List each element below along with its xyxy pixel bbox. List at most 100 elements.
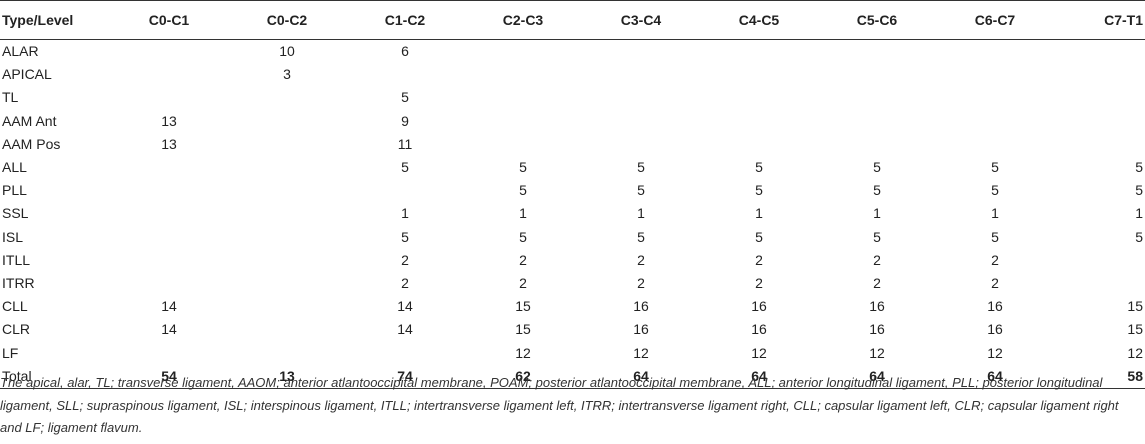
value-cell: 5 [1135, 228, 1143, 245]
value-cell [228, 202, 346, 225]
value-cell [1054, 272, 1145, 295]
ligament-table-container: Type/Level C0-C1 C0-C2 C1-C2 C2-C3 C3-C4 C4-C5… [0, 0, 1145, 390]
value-cell: 15 [515, 298, 531, 315]
value-cell: 5 [637, 182, 645, 199]
value-cell: 5 [401, 228, 409, 245]
value-cell: 2 [519, 275, 527, 292]
value-cell: 58 [1054, 364, 1145, 390]
header-level-c7-t1: C7-T1 [1054, 0, 1145, 40]
value-cell [936, 40, 1054, 64]
value-cell [1054, 63, 1145, 86]
value-cell: 1 [873, 205, 881, 222]
header-level-c1-c2: C1-C2 [346, 0, 464, 40]
value-cell [1054, 110, 1145, 133]
value-cell [228, 272, 346, 295]
value-cell: 74 [346, 364, 464, 390]
value-cell: 64 [582, 364, 700, 390]
value-cell [110, 202, 228, 225]
value-cell [346, 342, 464, 365]
value-cell: 16 [751, 298, 767, 315]
table-footnote: The apical, alar, TL; transverse ligamen… [0, 375, 1119, 435]
table-row: TL 5 [0, 86, 1145, 109]
header-level-c2-c3: C2-C3 [464, 0, 582, 40]
value-cell: 5 [401, 159, 409, 176]
value-cell: 14 [161, 321, 177, 338]
value-cell: 16 [869, 321, 885, 338]
header-level-c5-c6: C5-C6 [818, 0, 936, 40]
value-cell: 5 [755, 228, 763, 245]
value-cell [1054, 249, 1145, 272]
value-cell [1054, 133, 1145, 156]
value-cell: 11 [397, 135, 413, 152]
value-cell: 5 [637, 159, 645, 176]
table-body: ALAR 10 6 APICAL 3 TL 5 AAM Ant 13 9 AAM Pos 13 11 AL… [0, 40, 1145, 390]
value-cell [228, 179, 346, 202]
value-cell: 2 [755, 275, 763, 292]
total-row: Total 54 13 74 62 64 64 64 64 58 [0, 364, 1145, 390]
value-cell: 16 [869, 298, 885, 315]
value-cell [110, 179, 228, 202]
value-cell [818, 40, 936, 64]
value-cell [582, 133, 700, 156]
value-cell [464, 110, 582, 133]
table-row: CLL 14 14 15 16 16 16 16 15 [0, 295, 1145, 318]
value-cell: 13 [161, 112, 177, 129]
value-cell: 13 [161, 135, 177, 152]
row-label-cell: PLL [2, 182, 27, 199]
value-cell [700, 86, 818, 109]
value-cell: 1 [519, 205, 527, 222]
value-cell: 5 [519, 228, 527, 245]
value-cell [1054, 86, 1145, 109]
value-cell: 2 [755, 251, 763, 268]
value-cell [346, 179, 464, 202]
value-cell: 1 [637, 205, 645, 222]
row-label-cell: AAM Ant [2, 112, 57, 129]
value-cell: 5 [1135, 182, 1143, 199]
value-cell [1054, 40, 1145, 64]
table-row: PLL 5 5 5 5 5 5 [0, 179, 1145, 202]
table-row: LF 12 12 12 12 12 12 [0, 342, 1145, 365]
value-cell [228, 318, 346, 341]
value-cell: 14 [161, 298, 177, 315]
value-cell [228, 249, 346, 272]
value-cell [582, 110, 700, 133]
value-cell [228, 342, 346, 365]
value-cell [228, 110, 346, 133]
row-label-cell: CLL [2, 298, 28, 315]
value-cell: 12 [633, 344, 649, 361]
value-cell: 12 [1127, 344, 1143, 361]
value-cell [936, 63, 1054, 86]
value-cell: 2 [873, 251, 881, 268]
value-cell: 5 [755, 182, 763, 199]
value-cell: 12 [515, 344, 531, 361]
value-cell [582, 63, 700, 86]
value-cell [936, 110, 1054, 133]
value-cell [228, 295, 346, 318]
value-cell: 15 [1127, 298, 1143, 315]
row-label-cell: ITLL [2, 251, 31, 268]
value-cell: 5 [519, 182, 527, 199]
value-cell [228, 86, 346, 109]
header-type-level: Type/Level [0, 0, 110, 40]
value-cell: 2 [519, 251, 527, 268]
value-cell: 64 [936, 364, 1054, 390]
value-cell: 14 [397, 298, 413, 315]
value-cell: 16 [751, 321, 767, 338]
value-cell: 5 [519, 159, 527, 176]
value-cell [582, 86, 700, 109]
value-cell [464, 86, 582, 109]
value-cell [110, 86, 228, 109]
value-cell: 5 [401, 89, 409, 106]
value-cell: 12 [987, 344, 1003, 361]
value-cell: 2 [637, 275, 645, 292]
value-cell [818, 86, 936, 109]
value-cell: 64 [818, 364, 936, 390]
table-row: AAM Ant 13 9 [0, 110, 1145, 133]
row-label-cell: ALAR [2, 43, 39, 59]
value-cell [110, 156, 228, 179]
value-cell: 15 [515, 321, 531, 338]
value-cell: 16 [633, 298, 649, 315]
value-cell: 64 [700, 364, 818, 390]
value-cell: 3 [283, 66, 291, 83]
value-cell: 12 [869, 344, 885, 361]
